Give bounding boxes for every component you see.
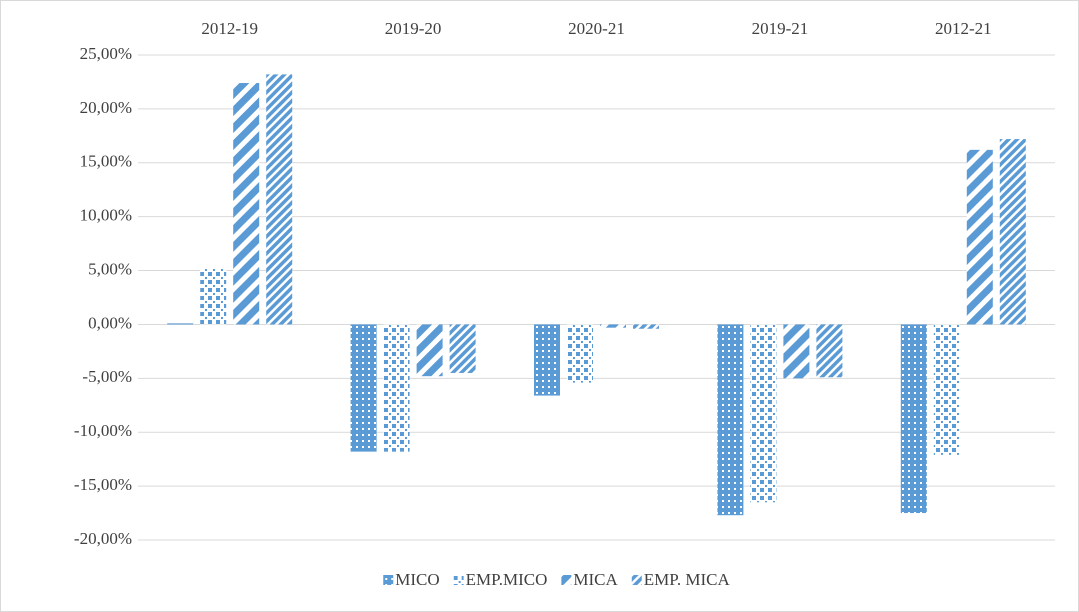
legend-swatch bbox=[631, 575, 642, 585]
y-tick-label: -5,00% bbox=[82, 367, 132, 386]
bar bbox=[783, 324, 810, 379]
bar bbox=[233, 83, 260, 325]
bar bbox=[900, 324, 927, 514]
bar bbox=[999, 139, 1026, 325]
x-tick-label: 2019-21 bbox=[752, 19, 809, 38]
bar bbox=[416, 324, 443, 377]
legend-label: MICA bbox=[573, 570, 618, 589]
bar bbox=[350, 324, 377, 452]
y-tick-label: -10,00% bbox=[74, 421, 132, 440]
y-tick-label: 15,00% bbox=[80, 152, 132, 171]
legend-item: EMP. MICA bbox=[631, 570, 731, 589]
bar bbox=[567, 324, 593, 383]
bar bbox=[200, 268, 227, 325]
bar bbox=[534, 324, 560, 396]
bar bbox=[266, 74, 293, 325]
y-tick-label: 20,00% bbox=[80, 98, 132, 117]
legend-item: MICA bbox=[561, 570, 618, 589]
legend-item: MICO bbox=[383, 570, 440, 589]
bar bbox=[383, 324, 410, 452]
legend-swatch bbox=[561, 575, 572, 585]
legend-item: EMP.MICO bbox=[453, 570, 548, 589]
x-tick-label: 2012-21 bbox=[935, 19, 992, 38]
bar bbox=[600, 324, 626, 328]
y-tick-label: 0,00% bbox=[88, 313, 132, 332]
legend-swatch bbox=[383, 575, 394, 585]
legend-label: EMP.MICO bbox=[466, 570, 548, 589]
y-tick-label: 25,00% bbox=[80, 44, 132, 63]
bar bbox=[633, 324, 659, 329]
bar bbox=[717, 324, 744, 516]
y-tick-label: -20,00% bbox=[74, 529, 132, 548]
y-tick-label: 5,00% bbox=[88, 259, 132, 278]
y-tick-label: 10,00% bbox=[80, 206, 132, 225]
x-tick-label: 2012-19 bbox=[201, 19, 258, 38]
legend-label: MICO bbox=[395, 570, 439, 589]
legend-swatch bbox=[453, 575, 464, 585]
bar bbox=[966, 149, 993, 325]
bar bbox=[933, 324, 960, 455]
bar bbox=[167, 323, 194, 325]
x-tick-label: 2020-21 bbox=[568, 19, 625, 38]
bar bbox=[816, 324, 843, 378]
bar bbox=[449, 324, 476, 373]
bar bbox=[750, 324, 777, 503]
y-tick-label: -15,00% bbox=[74, 475, 132, 494]
x-tick-label: 2019-20 bbox=[385, 19, 442, 38]
legend-label: EMP. MICA bbox=[644, 570, 731, 589]
